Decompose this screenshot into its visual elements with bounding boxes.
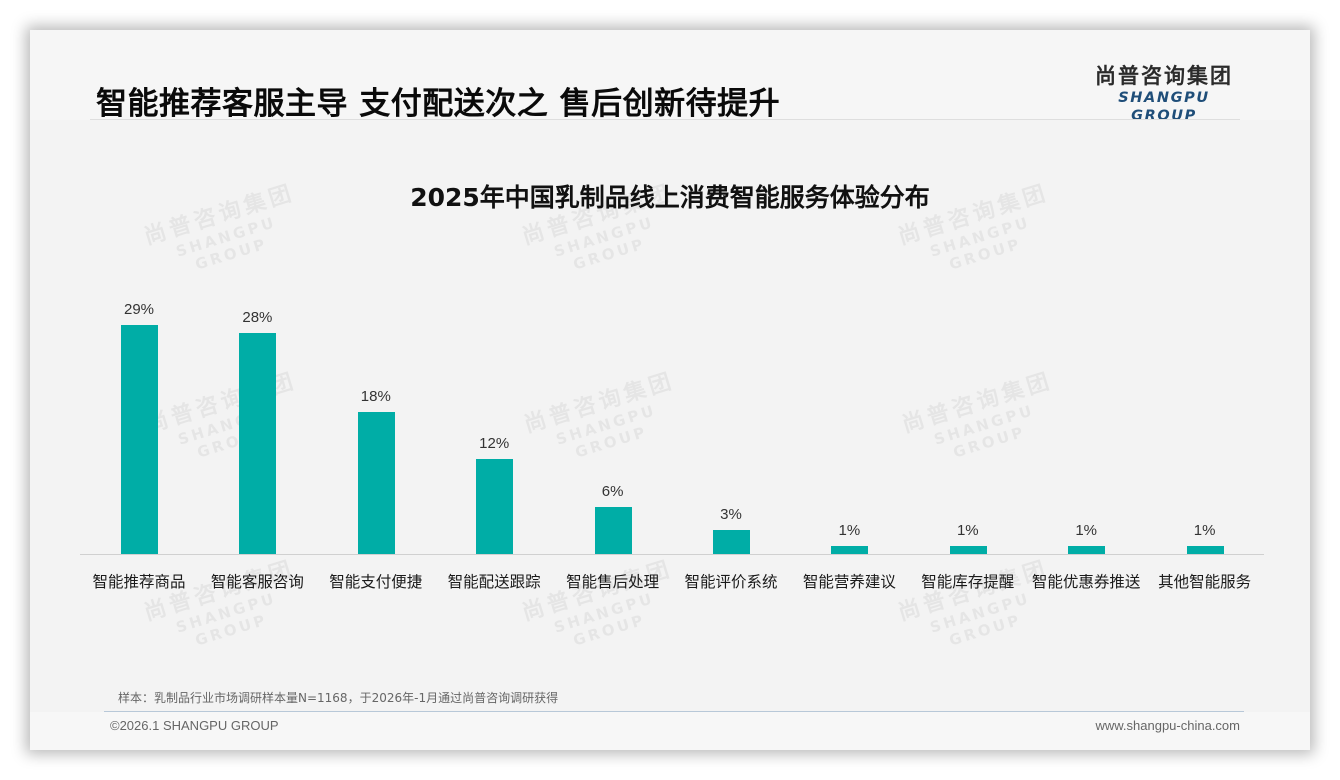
bar-value-label: 3% — [720, 506, 742, 524]
bar — [239, 332, 277, 554]
slide: 智能推荐客服主导 支付配送次之 售后创新待提升 尚普咨询集团 SHANGPU G… — [30, 30, 1310, 750]
header-divider — [90, 119, 1240, 120]
footer-band — [30, 712, 1310, 750]
bar-value-label: 1% — [838, 522, 861, 540]
category-label: 智能支付便捷 — [329, 573, 423, 591]
bar — [594, 506, 632, 554]
bar-group: 1% 其他智能服务 — [1146, 270, 1264, 600]
bar-value-label: 12% — [479, 435, 510, 453]
bar-value-label: 1% — [956, 522, 979, 540]
copyright-text: ©2026.1 SHANGPU GROUP — [110, 718, 279, 733]
bar-group: 28% 智能客服咨询 — [198, 270, 316, 600]
chart-title: 2025年中国乳制品线上消费智能服务体验分布 — [410, 183, 930, 212]
category-label: 智能售后处理 — [566, 573, 660, 591]
logo-cn-text: 尚普咨询集团 — [1095, 64, 1233, 88]
bar — [357, 411, 395, 554]
x-axis-line — [80, 554, 1264, 555]
bar — [949, 546, 987, 554]
category-label: 智能配送跟踪 — [447, 573, 541, 591]
bar-group: 29% 智能推荐商品 — [80, 270, 198, 600]
bar-group: 1% 智能库存提醒 — [909, 270, 1027, 600]
bar-chart: 29% 智能推荐商品 28% 智能客服咨询 18% 智能支付便捷 12% 智能配送跟踪 6% 智能… — [80, 270, 1264, 600]
bar-group: 1% 智能营养建议 — [790, 270, 908, 600]
category-label: 智能营养建议 — [802, 573, 896, 591]
category-label: 智能推荐商品 — [92, 573, 186, 591]
bar-group: 18% 智能支付便捷 — [317, 270, 435, 600]
category-label: 智能客服咨询 — [210, 573, 304, 591]
bar-value-label: 1% — [1075, 522, 1098, 540]
bar-value-label: 18% — [360, 387, 391, 405]
website-text: www.shangpu-china.com — [1095, 718, 1240, 733]
category-label: 其他智能服务 — [1158, 573, 1252, 591]
bar-value-label: 28% — [242, 308, 273, 326]
bar — [1068, 546, 1106, 554]
bar — [831, 546, 869, 554]
category-label: 智能评价系统 — [684, 573, 778, 591]
header-band — [30, 30, 1310, 120]
brand-logo: 尚普咨询集团 SHANGPU GROUP — [1088, 63, 1240, 125]
bar — [713, 530, 750, 554]
bar-group: 6% 智能售后处理 — [554, 270, 672, 600]
bar — [121, 325, 158, 554]
sample-footnote: 样本：乳制品行业市场调研样本量N=1168，于2026年-1月通过尚普咨询调研获… — [118, 691, 559, 705]
bar-value-label: 6% — [601, 482, 624, 500]
headline: 智能推荐客服主导 支付配送次之 售后创新待提升 — [96, 86, 781, 122]
bar-value-label: 1% — [1193, 522, 1216, 540]
bar-group: 3% 智能评价系统 — [672, 270, 790, 600]
bar — [1186, 546, 1224, 554]
bar — [476, 459, 514, 554]
footer-divider — [104, 711, 1244, 712]
bar-group: 1% 智能优惠券推送 — [1027, 270, 1145, 600]
bar-group: 12% 智能配送跟踪 — [435, 270, 553, 600]
category-label: 智能优惠券推送 — [1031, 573, 1141, 591]
bar-value-label: 29% — [123, 301, 155, 318]
category-label: 智能库存提醒 — [921, 573, 1015, 591]
logo-en-text: SHANGPU GROUP — [1118, 90, 1210, 124]
